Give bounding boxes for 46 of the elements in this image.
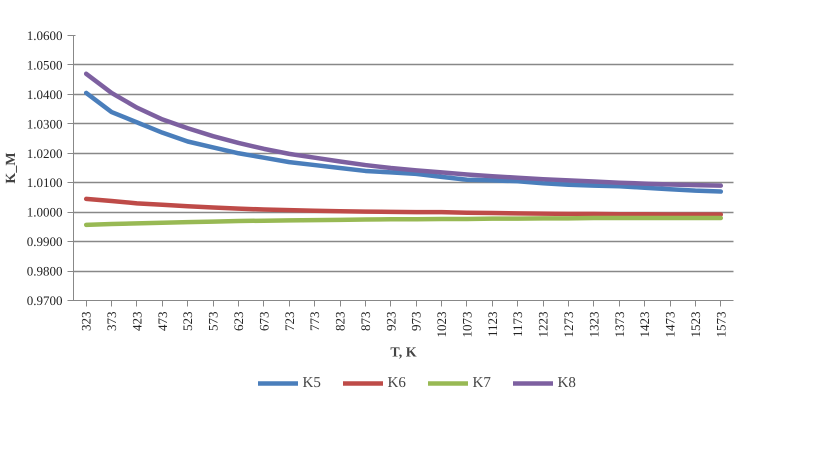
x-tick-label: 673 [256,312,272,331]
x-tick-label: 1423 [637,312,652,338]
legend-label: K5 [302,374,322,392]
x-tick-label: 1573 [713,312,728,338]
y-tick-label: 1.0400 [26,86,62,102]
y-tick-label: 1.0100 [26,175,62,190]
x-axis-title: T, K [390,346,417,360]
x-tick-label: 1173 [510,311,526,338]
x-tick-label: 723 [282,312,297,331]
x-tick-label: 373 [104,312,120,331]
x-tick-label: 573 [206,312,221,331]
line-series [84,90,724,194]
y-tick-label: 1.0000 [26,204,62,220]
y-tick-label: 0.9900 [26,234,62,250]
x-tick-label: 1223 [536,312,551,338]
x-tick-label: 923 [383,312,398,331]
x-tick-label: 1373 [612,312,627,338]
x-tick-label: 1473 [662,312,678,338]
x-tick-label: 1523 [688,312,703,338]
x-tick-label: 1323 [586,312,602,338]
y-axis-title: K_M [4,152,19,184]
x-tick-label: 523 [180,312,196,331]
x-tick-label: 1273 [561,312,576,338]
x-tick-label: 773 [307,312,322,331]
y-tick-label: 0.9700 [26,293,62,308]
x-tick-label: 873 [358,312,373,331]
line-series [84,196,724,217]
y-tick-label: 1.0500 [26,57,62,72]
y-tick-label: 1.0300 [26,116,62,132]
x-tick-label: 1123 [484,311,500,338]
x-tick-label: 823 [332,312,348,331]
legend-label: K8 [558,374,577,392]
y-tick-label: 1.0200 [26,146,62,161]
y-tick-label: 0.9800 [26,264,62,279]
x-tick-label: 473 [154,312,170,331]
y-tick-label: 1.0600 [26,28,62,43]
legend-label: K7 [472,374,492,392]
x-tick-label: 423 [129,312,144,331]
line-series [84,216,724,228]
line-series [84,72,724,188]
x-tick-label: 1073 [459,312,474,338]
legend-label: K6 [388,374,407,392]
x-tick-label: 973 [408,312,424,331]
x-tick-label: 623 [231,312,246,331]
x-tick-label: 1023 [434,312,450,338]
x-tick-label: 323 [78,312,94,331]
